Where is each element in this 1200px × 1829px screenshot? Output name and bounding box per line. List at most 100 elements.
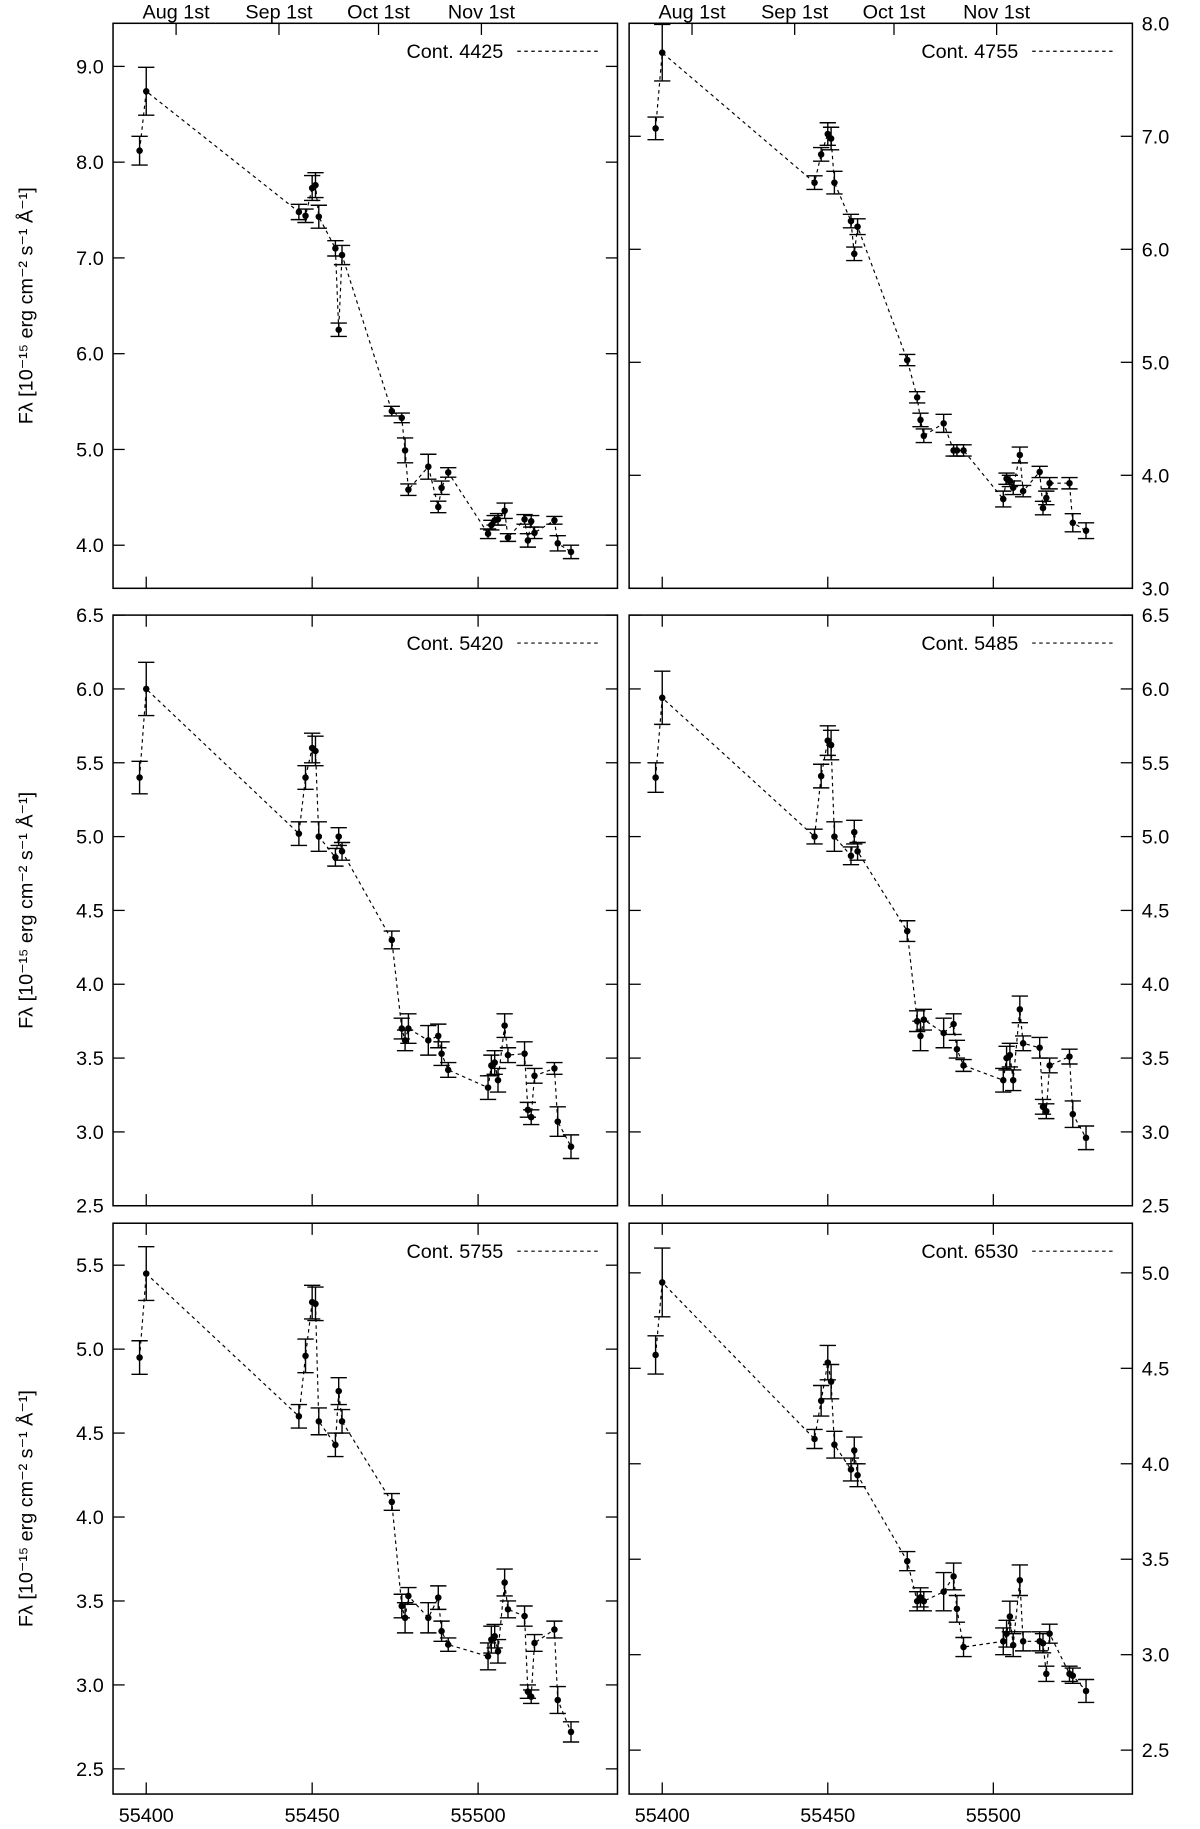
data-point — [405, 1025, 412, 1032]
series-line — [139, 687, 572, 1147]
plot-frame — [628, 22, 1134, 590]
y-tick-label: 4.5 — [76, 900, 104, 922]
data-point — [554, 1118, 562, 1125]
y-tick-label: 6.5 — [76, 605, 104, 627]
data-point — [425, 1614, 432, 1622]
data-point — [504, 1051, 512, 1059]
data-point — [851, 828, 858, 836]
data-point — [142, 88, 150, 95]
panel: 4.0 5.0 6.0 7.0 8.0 9.0 Aug 1st Sep 1st Oct 1st N… — [15, 2, 619, 590]
data-point — [1036, 468, 1043, 476]
data-point — [438, 1627, 445, 1635]
data-point — [847, 1466, 855, 1473]
top-tick-label: Sep 1st — [761, 2, 829, 24]
data-point — [1016, 451, 1024, 459]
data-point — [917, 1032, 924, 1040]
data-point — [1016, 1006, 1024, 1013]
data-point — [567, 548, 575, 556]
y-tick-label: 3.5 — [1142, 1048, 1170, 1070]
series-line — [655, 696, 1087, 1139]
y-tick-label: 4.0 — [76, 974, 104, 996]
data-point — [817, 151, 825, 158]
data-point — [295, 830, 303, 837]
data-point — [847, 852, 855, 860]
data-point — [136, 147, 143, 154]
data-point — [1066, 1053, 1073, 1060]
y-tick-label: 2.5 — [1142, 1740, 1170, 1762]
plot-frame — [112, 614, 619, 1207]
data-point — [435, 1032, 442, 1040]
data-point — [1046, 1062, 1053, 1069]
data-point — [531, 1639, 538, 1647]
data-point — [504, 534, 512, 541]
y-tick-label: 6.5 — [1142, 605, 1170, 627]
y-tick-label: 5.5 — [1142, 753, 1170, 775]
data-point — [1069, 1672, 1077, 1679]
panel: 3.0 4.0 5.0 6.0 7.0 8.0 Aug 1st Sep 1st Oct 1st N… — [628, 2, 1170, 600]
data-point — [903, 356, 911, 364]
data-point — [1043, 1670, 1050, 1678]
data-point — [1006, 1051, 1014, 1059]
legend-label: Cont. 4425 — [406, 41, 503, 63]
data-point — [920, 432, 928, 440]
y-tick-label: 5.0 — [76, 827, 104, 849]
data-point — [494, 1076, 502, 1084]
y-tick-label: 4.0 — [1142, 974, 1170, 996]
y-tick-label: 6.0 — [76, 344, 104, 366]
plot-frame — [628, 614, 1134, 1207]
data-point — [554, 1696, 562, 1704]
data-point — [521, 1612, 528, 1620]
data-point — [831, 179, 838, 186]
x-tick-label: 55450 — [800, 1805, 855, 1827]
data-point — [1039, 504, 1047, 512]
data-point — [1082, 527, 1090, 534]
data-point — [811, 179, 818, 186]
y-tick-label: 3.0 — [1142, 578, 1170, 600]
data-point — [854, 848, 861, 855]
data-point — [652, 774, 659, 781]
data-point — [405, 486, 412, 493]
data-point — [531, 1072, 538, 1080]
data-point — [1019, 1638, 1027, 1645]
y-tick-label: 4.0 — [1142, 1454, 1170, 1476]
data-point — [854, 1471, 861, 1479]
data-point — [491, 1632, 498, 1640]
data-point — [398, 1025, 406, 1032]
series-line — [139, 1272, 572, 1733]
data-point — [831, 1441, 838, 1448]
series-line — [139, 90, 572, 553]
y-tick-label: 4.5 — [1142, 1358, 1170, 1380]
data-point — [1000, 1638, 1007, 1645]
data-point — [1019, 1040, 1027, 1047]
data-point — [1069, 1110, 1077, 1118]
y-axis-label: Fλ [10⁻¹⁵ erg cm⁻² s⁻¹ Å⁻¹] — [15, 187, 38, 424]
data-point — [1009, 1641, 1017, 1649]
y-tick-label: 4.0 — [76, 535, 104, 557]
legend-label: Cont. 4755 — [921, 41, 1018, 63]
y-tick-label: 3.0 — [76, 1675, 104, 1697]
data-point — [1046, 479, 1053, 487]
data-point — [136, 774, 143, 781]
data-point — [1043, 1107, 1050, 1115]
data-point — [142, 1270, 150, 1277]
data-point — [851, 250, 858, 258]
legend-label: Cont. 5485 — [921, 633, 1018, 655]
data-point — [827, 741, 835, 749]
data-point — [312, 181, 319, 189]
data-point — [824, 130, 832, 138]
y-tick-label: 9.0 — [76, 56, 104, 78]
y-tick-label: 8.0 — [76, 152, 104, 174]
y-tick-label: 3.5 — [76, 1048, 104, 1070]
y-tick-label: 6.0 — [76, 679, 104, 701]
panel: 2.5 3.0 3.5 4.0 4.5 5.0 5.5 6.0 6.5 Fλ [10⁻¹⁵ erg… — [15, 605, 619, 1218]
data-point — [940, 420, 947, 427]
y-tick-label: 4.0 — [1142, 465, 1170, 487]
data-point — [136, 1354, 143, 1361]
data-point — [1066, 479, 1073, 487]
data-point — [940, 1588, 947, 1595]
y-tick-label: 2.5 — [76, 1196, 104, 1218]
legend-label: Cont. 6530 — [921, 1241, 1018, 1263]
data-point — [315, 833, 323, 840]
